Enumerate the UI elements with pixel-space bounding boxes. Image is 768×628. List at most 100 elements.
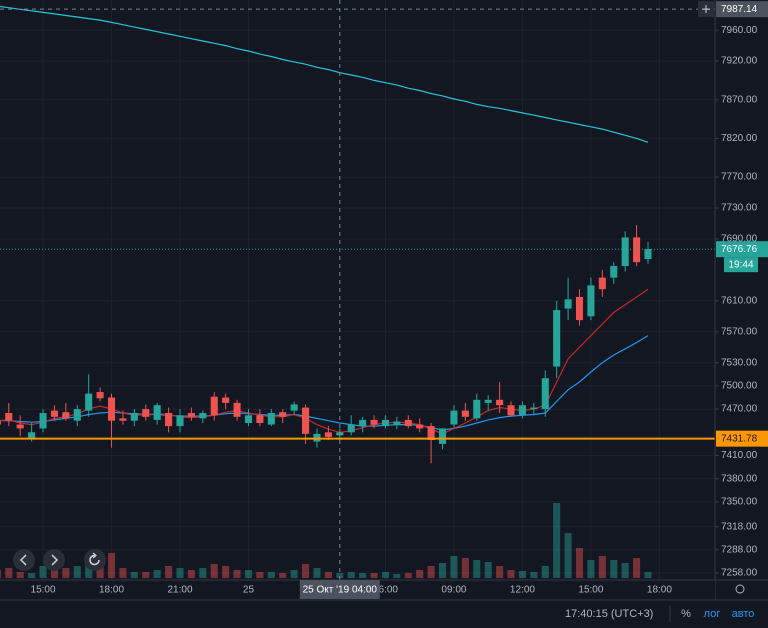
candle-body [244,415,253,424]
volume-bar [28,573,36,578]
reset-button[interactable] [84,549,106,571]
candle-body [73,409,81,421]
scroll-right-button[interactable] [43,549,65,571]
y-tick-label: 7258.00 [721,568,758,579]
settings-button[interactable] [735,584,745,594]
crosshair-price-badge [716,1,768,18]
volume-bar [256,572,264,578]
volume-bar [473,560,481,578]
volume-bar [359,573,367,578]
candle-body [610,266,618,278]
price-axis [715,0,768,600]
volume-bar [416,570,424,578]
candle-body [575,296,584,321]
volume-bar [165,566,173,578]
candle-body [381,419,390,427]
clock[interactable]: 17:40:15 (UTC+3) [565,608,653,620]
y-tick-label: 7730.00 [721,203,758,214]
volume-bar [347,572,355,578]
volume-bar [153,570,161,578]
x-tick-label: 18:00 [99,585,124,596]
candle-body [541,378,549,410]
x-tick-label: 12:00 [510,585,535,596]
x-tick-label: 09:00 [441,585,466,596]
volume-bar [73,566,81,578]
volume-bar [530,572,538,578]
volume-bar [461,558,469,578]
candle-body [153,405,161,420]
volume-bar [324,572,332,578]
line-price-label: 7431.78 [721,433,758,444]
candle-body [473,399,481,419]
moving-average [0,335,649,431]
volume-bar [210,564,218,578]
candle-body [598,277,606,290]
scroll-left-button[interactable] [13,549,35,571]
volume-bar [16,572,24,578]
y-tick-label: 7570.00 [721,326,758,337]
volume-bar [176,568,184,578]
candle-body [119,418,127,421]
candle-body [302,407,310,434]
volume-bar [39,566,47,578]
candle-body [621,237,629,267]
y-tick-label: 7318.00 [721,521,758,532]
candle-body [176,415,184,427]
volume-bar [244,570,253,578]
percent-button[interactable]: % [681,608,691,620]
candle-body [370,419,378,425]
crosshair-time-badge [299,580,380,599]
candle-body [233,402,241,417]
candle-body [62,412,70,419]
candle-body [359,419,367,427]
volume-bar [575,548,584,578]
candle-body [267,412,275,425]
auto-button[interactable]: авто [732,608,755,620]
y-tick-label: 7690.00 [721,234,758,245]
volume-bar [62,568,70,578]
candle-body [633,237,641,263]
volume-bar [450,556,458,578]
volume-bar [633,558,641,578]
volume-bar [438,563,447,578]
candle-body [553,310,561,367]
y-tick-label: 7410.00 [721,450,758,461]
candle-body [199,412,207,419]
y-tick-label: 7770.00 [721,172,758,183]
volume-bar [187,570,195,578]
y-tick-label: 7350.00 [721,497,758,508]
candle-body [85,393,93,411]
volume-bar [267,572,275,578]
candle-body [5,412,13,421]
candle-body [0,420,1,425]
candle-body [587,285,595,317]
volume-bar [290,570,298,578]
moving-average [0,288,649,435]
candle-body [507,405,515,416]
plot-area [0,0,715,580]
candle-body [50,410,58,417]
add-button[interactable] [698,1,714,18]
x-tick-label: 18:00 [647,585,672,596]
volume-bar [199,568,207,578]
candle-body [279,412,287,417]
countdown-label: 19:44 [728,259,753,270]
y-tick-label: 7500.00 [721,381,758,392]
volume-bar [553,503,561,578]
log-button[interactable]: лог [704,608,721,620]
candle-body [347,424,355,433]
moving-average [0,5,649,143]
candle-body [256,415,264,424]
candle-body [107,397,116,421]
candle-body [461,410,469,417]
volume-bar [0,570,1,578]
last-price-badge [716,241,768,258]
y-tick-label: 7610.00 [721,295,758,306]
add-button-icon [702,5,710,14]
volume-bar [222,566,230,578]
y-tick-label: 7288.00 [721,544,758,555]
crosshair-price-label: 7987.14 [721,4,758,15]
volume-bar [564,533,572,578]
